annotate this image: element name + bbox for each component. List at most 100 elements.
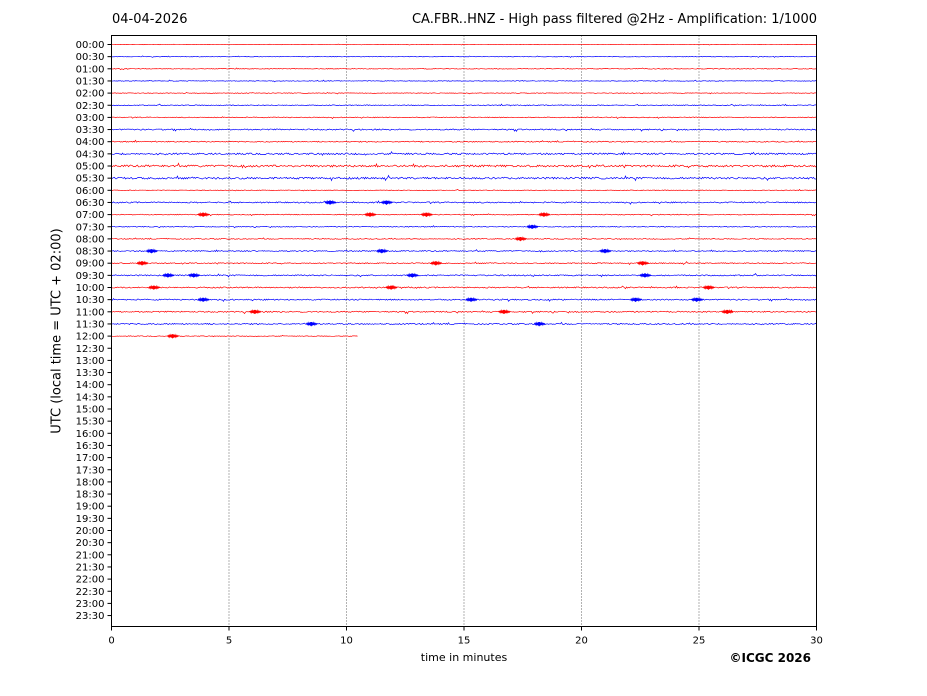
y-tick-label: 20:30 — [76, 538, 105, 549]
x-tick-label: 30 — [810, 636, 823, 647]
seismic-event-burst — [249, 309, 262, 315]
seismic-event-burst — [533, 321, 546, 327]
y-tick-label: 17:30 — [76, 465, 105, 476]
trace-line — [111, 174, 817, 182]
trace-group — [111, 43, 817, 339]
y-tick-label: 04:30 — [76, 149, 105, 160]
y-tick-label: 06:00 — [76, 186, 105, 197]
y-tick-label: 22:30 — [76, 587, 105, 598]
y-tick-label: 21:30 — [76, 562, 105, 573]
seismic-event-burst — [188, 272, 201, 278]
seismic-event-burst — [420, 211, 433, 217]
x-tick-label: 5 — [226, 636, 232, 647]
trace-line — [111, 188, 817, 192]
y-tick-label: 21:00 — [76, 550, 105, 561]
y-tick-label: 05:00 — [76, 162, 105, 173]
y-tick-label: 04:00 — [76, 137, 105, 148]
y-tick-label: 14:00 — [76, 380, 105, 391]
trace-line — [111, 284, 817, 290]
seismic-event-burst — [197, 211, 210, 217]
y-tick-label: 01:00 — [76, 64, 105, 75]
y-tick-label: 09:00 — [76, 259, 105, 270]
seismic-event-burst — [381, 199, 393, 205]
seismic-event-burst — [721, 309, 734, 315]
seismic-event-burst — [376, 248, 389, 254]
x-tick-label: 20 — [575, 636, 588, 647]
seismic-event-burst — [364, 211, 377, 217]
trace-line — [111, 162, 817, 169]
y-tick-label: 15:30 — [76, 417, 105, 428]
trace-line — [111, 225, 817, 229]
y-tick-label: 10:00 — [76, 283, 105, 294]
seismic-event-burst — [599, 248, 612, 254]
y-tick-label: 02:00 — [76, 89, 105, 100]
y-tick-label: 09:30 — [76, 271, 105, 282]
y-tick-label: 23:30 — [76, 611, 105, 622]
trace-line — [111, 55, 817, 58]
seismic-event-burst — [514, 236, 527, 242]
seismic-event-burst — [639, 272, 652, 278]
trace-line — [111, 237, 817, 241]
y-tick-label: 19:00 — [76, 502, 105, 513]
seismic-event-burst — [167, 333, 179, 339]
y-tick-label: 11:30 — [76, 319, 105, 330]
trace-line — [111, 139, 817, 143]
y-tick-label: 08:30 — [76, 247, 105, 258]
plot-frame — [111, 35, 817, 627]
date-label: 04-04-2026 — [112, 12, 188, 27]
seismic-event-burst — [197, 296, 210, 302]
trace-line — [111, 334, 358, 338]
trace-line — [111, 249, 817, 253]
trace-line — [111, 103, 817, 107]
y-tick-label: 03:00 — [76, 113, 105, 124]
trace-line — [111, 127, 817, 132]
y-tick-label: 18:30 — [76, 490, 105, 501]
y-tick-label: 14:30 — [76, 392, 105, 403]
trace-line — [111, 150, 817, 157]
y-tick-label: 18:00 — [76, 477, 105, 488]
y-tick-label: 10:30 — [76, 295, 105, 306]
seismic-event-burst — [430, 260, 443, 266]
y-tick-label: 07:30 — [76, 222, 105, 233]
trace-line — [111, 213, 817, 217]
trace-line — [111, 91, 817, 95]
seismic-event-burst — [146, 248, 158, 254]
x-tick-label: 10 — [340, 636, 353, 647]
seismic-event-burst — [406, 272, 419, 278]
trace-line — [111, 116, 817, 120]
y-tick-label: 15:00 — [76, 405, 105, 416]
trace-line — [111, 273, 817, 278]
x-tick-label: 15 — [458, 636, 471, 647]
trace-line — [111, 321, 817, 326]
y-tick-label: 12:30 — [76, 344, 105, 355]
y-tick-label: 19:30 — [76, 514, 105, 525]
seismic-event-burst — [465, 296, 478, 302]
trace-line — [111, 309, 817, 315]
y-tick-label: 03:30 — [76, 125, 105, 136]
x-tick-label: 0 — [108, 636, 114, 647]
y-tick-label: 05:30 — [76, 174, 105, 185]
x-axis-label: time in minutes — [420, 651, 508, 664]
y-tick-label: 13:30 — [76, 368, 105, 379]
seismic-event-burst — [385, 284, 398, 290]
y-tick-label: 08:00 — [76, 234, 105, 245]
y-tick-label: 20:00 — [76, 526, 105, 537]
y-tick-label: 22:00 — [76, 575, 105, 586]
y-tick-label: 06:30 — [76, 198, 105, 209]
seismic-event-burst — [136, 260, 149, 266]
y-tick-label: 02:30 — [76, 101, 105, 112]
chart-title: CA.FBR..HNZ - High pass filtered @2Hz - … — [411, 12, 817, 27]
trace-line — [111, 67, 817, 71]
trace-line — [111, 261, 817, 266]
seismic-event-burst — [637, 260, 649, 266]
seismic-event-burst — [702, 284, 715, 290]
x-tick-label: 25 — [693, 636, 706, 647]
y-tick-label: 16:00 — [76, 429, 105, 440]
y-tick-label: 00:30 — [76, 52, 105, 63]
y-tick-label: 00:00 — [76, 40, 105, 51]
seismic-event-burst — [498, 309, 511, 315]
trace-line — [111, 79, 817, 83]
y-tick-label: 12:00 — [76, 332, 105, 343]
